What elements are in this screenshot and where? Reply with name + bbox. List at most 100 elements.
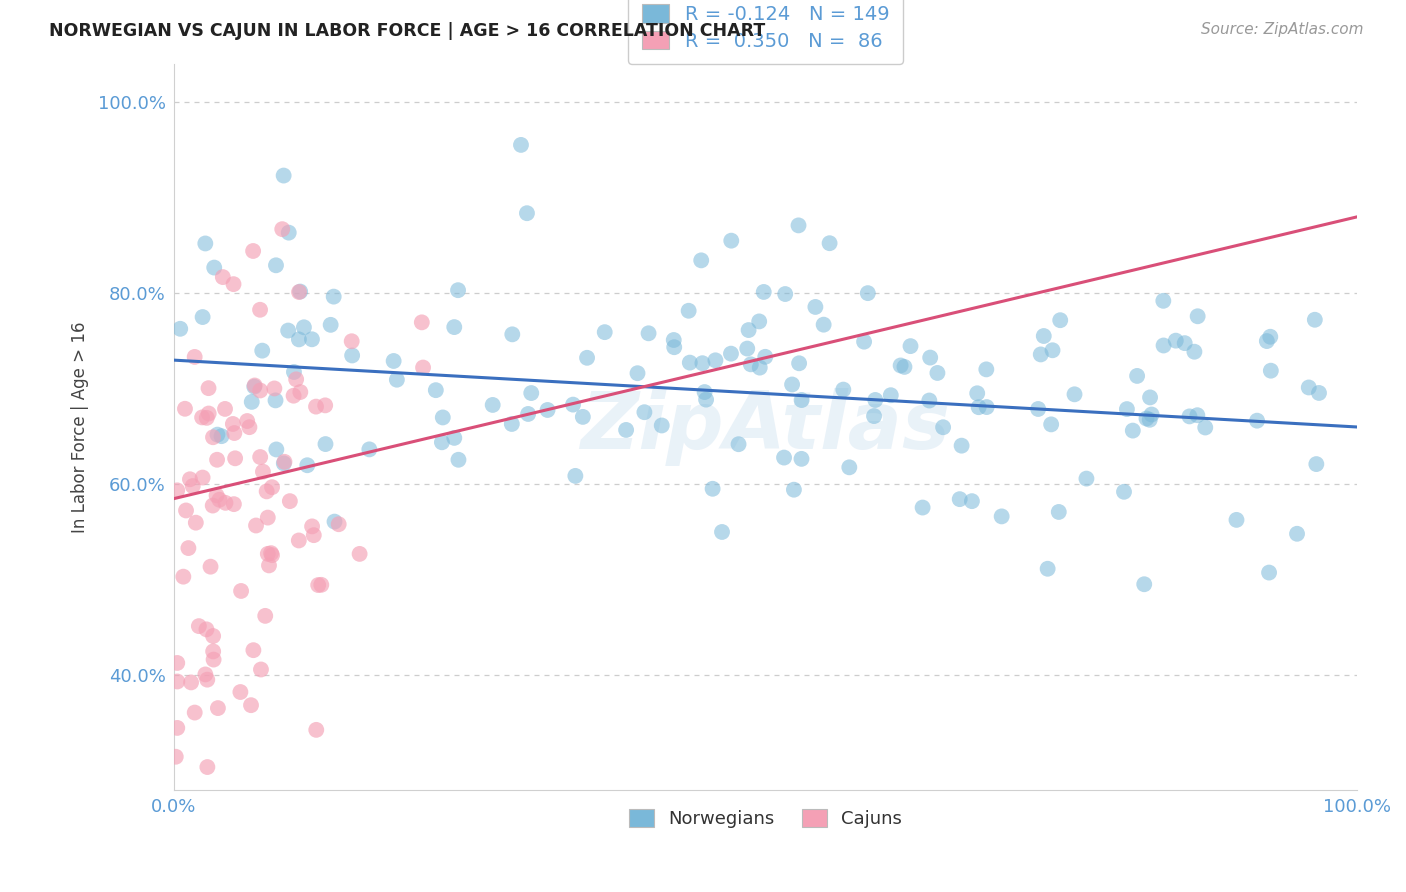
Point: [695, 392, 717, 407]
Point: [273, 455, 295, 469]
Point: [195, 410, 218, 425]
Point: [516, 206, 538, 220]
Point: [927, 366, 949, 380]
Point: [1116, 402, 1139, 417]
Point: [443, 320, 465, 334]
Point: [252, 343, 274, 358]
Point: [205, 488, 228, 502]
Point: [1308, 386, 1330, 401]
Point: [252, 465, 274, 479]
Point: [865, 392, 887, 407]
Point: [222, 497, 245, 511]
Point: [773, 450, 796, 465]
Point: [166, 674, 188, 689]
Point: [662, 333, 685, 347]
Point: [727, 437, 749, 451]
Point: [1036, 562, 1059, 576]
Text: ZipAtlas: ZipAtlas: [581, 388, 950, 466]
Point: [264, 258, 287, 272]
Point: [626, 366, 648, 380]
Point: [783, 483, 806, 497]
Point: [328, 517, 350, 532]
Point: [245, 518, 267, 533]
Point: [307, 578, 329, 592]
Point: [191, 310, 214, 324]
Point: [166, 721, 188, 735]
Point: [250, 663, 273, 677]
Legend: Norwegians, Cajuns: Norwegians, Cajuns: [621, 802, 910, 835]
Point: [263, 381, 285, 395]
Point: [818, 236, 841, 251]
Point: [960, 494, 983, 508]
Point: [314, 437, 336, 451]
Point: [1258, 330, 1281, 344]
Point: [283, 365, 305, 379]
Point: [693, 385, 716, 400]
Point: [664, 340, 686, 354]
Point: [243, 378, 266, 392]
Point: [165, 749, 187, 764]
Point: [385, 373, 408, 387]
Point: [432, 410, 454, 425]
Point: [1026, 402, 1049, 417]
Point: [288, 533, 311, 548]
Point: [202, 430, 225, 444]
Point: [918, 393, 941, 408]
Point: [711, 524, 734, 539]
Point: [174, 401, 197, 416]
Point: [564, 469, 586, 483]
Point: [271, 222, 294, 236]
Point: [243, 380, 266, 394]
Point: [202, 652, 225, 666]
Point: [208, 492, 231, 507]
Point: [202, 644, 225, 658]
Point: [260, 546, 283, 560]
Point: [651, 418, 673, 433]
Point: [302, 528, 325, 542]
Point: [202, 260, 225, 275]
Point: [1246, 414, 1268, 428]
Point: [430, 435, 453, 450]
Point: [238, 420, 260, 434]
Point: [893, 359, 915, 374]
Point: [614, 423, 637, 437]
Point: [967, 401, 990, 415]
Point: [1303, 312, 1326, 326]
Point: [976, 400, 998, 414]
Point: [692, 356, 714, 370]
Point: [202, 629, 225, 643]
Point: [314, 398, 336, 412]
Y-axis label: In Labor Force | Age > 16: In Labor Force | Age > 16: [72, 321, 89, 533]
Point: [702, 482, 724, 496]
Point: [249, 384, 271, 398]
Point: [194, 236, 217, 251]
Point: [1140, 408, 1163, 422]
Point: [1122, 424, 1144, 438]
Point: [340, 348, 363, 362]
Point: [1152, 293, 1174, 308]
Point: [1133, 577, 1156, 591]
Point: [1184, 344, 1206, 359]
Point: [720, 346, 742, 360]
Point: [195, 623, 218, 637]
Point: [678, 303, 700, 318]
Point: [510, 137, 533, 152]
Point: [195, 760, 218, 774]
Point: [832, 383, 855, 397]
Point: [1258, 566, 1281, 580]
Point: [283, 389, 305, 403]
Point: [1076, 472, 1098, 486]
Point: [323, 515, 346, 529]
Point: [863, 409, 886, 423]
Point: [576, 351, 599, 365]
Point: [1126, 368, 1149, 383]
Point: [179, 472, 201, 486]
Point: [1225, 513, 1247, 527]
Point: [593, 325, 616, 339]
Point: [1260, 364, 1282, 378]
Point: [382, 354, 405, 368]
Point: [257, 558, 280, 573]
Point: [242, 643, 264, 657]
Point: [1286, 526, 1309, 541]
Point: [735, 342, 758, 356]
